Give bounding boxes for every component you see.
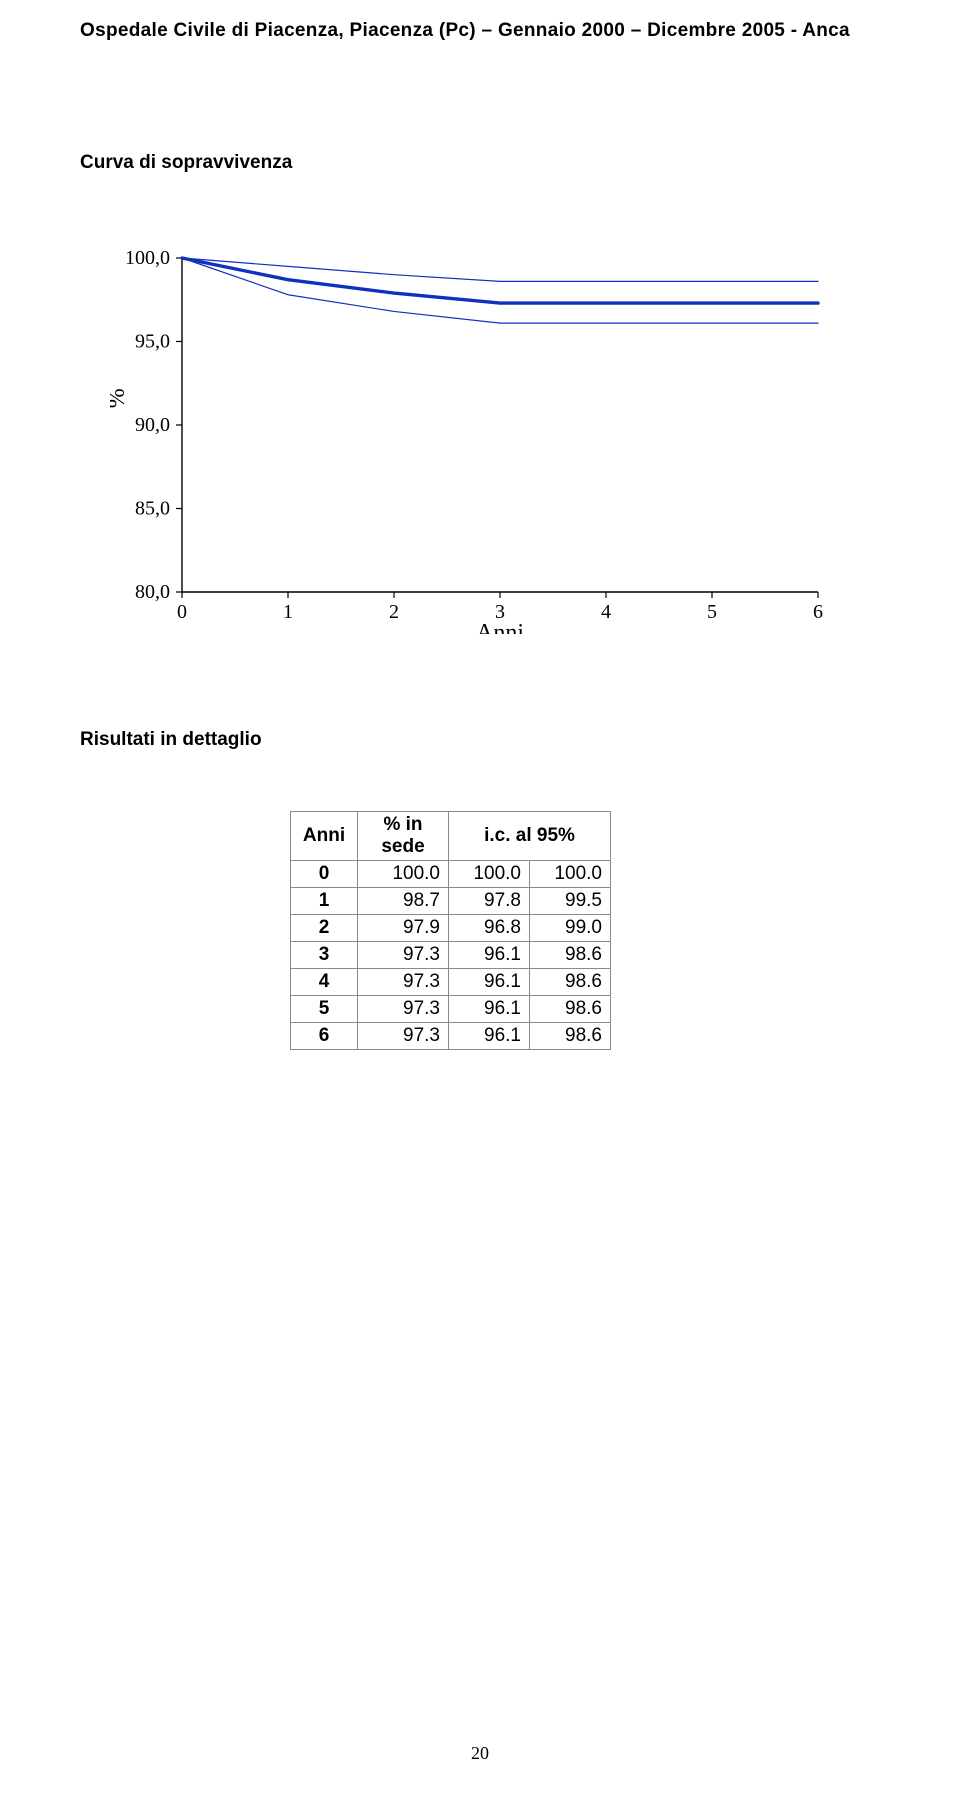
cell-ci-high: 98.6 (530, 996, 611, 1023)
svg-text:Anni: Anni (476, 620, 524, 634)
cell-in-sede: 97.3 (358, 969, 449, 996)
cell-ci-low: 97.8 (449, 888, 530, 915)
cell-ci-high: 100.0 (530, 861, 611, 888)
results-table: Anni% in sedei.c. al 95% 0100.0100.0100.… (290, 811, 611, 1050)
col-ic95: i.c. al 95% (449, 812, 611, 861)
svg-text:4: 4 (601, 601, 611, 623)
table-row: 198.797.899.5 (291, 888, 611, 915)
cell-in-sede: 97.3 (358, 996, 449, 1023)
results-title: Risultati in dettaglio (80, 729, 880, 751)
cell-anni: 4 (291, 969, 358, 996)
cell-ci-low: 96.8 (449, 915, 530, 942)
svg-text:80,0: 80,0 (135, 581, 170, 603)
cell-ci-low: 96.1 (449, 969, 530, 996)
table-row: 697.396.198.6 (291, 1023, 611, 1050)
cell-ci-high: 98.6 (530, 1023, 611, 1050)
cell-ci-low: 100.0 (449, 861, 530, 888)
table-row: 397.396.198.6 (291, 942, 611, 969)
cell-anni: 2 (291, 915, 358, 942)
page-number: 20 (0, 1743, 960, 1764)
cell-ci-high: 99.0 (530, 915, 611, 942)
svg-text:0: 0 (177, 601, 187, 623)
cell-in-sede: 98.7 (358, 888, 449, 915)
cell-anni: 0 (291, 861, 358, 888)
cell-in-sede: 100.0 (358, 861, 449, 888)
cell-in-sede: 97.9 (358, 915, 449, 942)
svg-text:1: 1 (283, 601, 293, 623)
chart-title: Curva di sopravvivenza (80, 152, 880, 174)
svg-text:85,0: 85,0 (135, 498, 170, 520)
cell-anni: 1 (291, 888, 358, 915)
cell-in-sede: 97.3 (358, 942, 449, 969)
cell-ci-high: 98.6 (530, 942, 611, 969)
svg-text:5: 5 (707, 601, 717, 623)
svg-text:%: % (110, 388, 130, 408)
table-row: 597.396.198.6 (291, 996, 611, 1023)
cell-anni: 5 (291, 996, 358, 1023)
chart-svg: 80,085,090,095,0100,00123456Anni% (110, 244, 830, 634)
svg-text:100,0: 100,0 (125, 247, 170, 269)
col-anni: Anni (291, 812, 358, 861)
cell-ci-low: 96.1 (449, 996, 530, 1023)
cell-ci-high: 99.5 (530, 888, 611, 915)
survival-chart: 80,085,090,095,0100,00123456Anni% (110, 244, 880, 639)
cell-ci-low: 96.1 (449, 942, 530, 969)
cell-ci-low: 96.1 (449, 1023, 530, 1050)
cell-anni: 6 (291, 1023, 358, 1050)
svg-text:95,0: 95,0 (135, 331, 170, 353)
table-row: 297.996.899.0 (291, 915, 611, 942)
table-row: 0100.0100.0100.0 (291, 861, 611, 888)
table-row: 497.396.198.6 (291, 969, 611, 996)
cell-in-sede: 97.3 (358, 1023, 449, 1050)
svg-text:2: 2 (389, 601, 399, 623)
svg-text:6: 6 (813, 601, 823, 623)
cell-ci-high: 98.6 (530, 969, 611, 996)
col-in-sede: % in sede (358, 812, 449, 861)
cell-anni: 3 (291, 942, 358, 969)
page-header: Ospedale Civile di Piacenza, Piacenza (P… (80, 20, 880, 42)
svg-text:90,0: 90,0 (135, 414, 170, 436)
